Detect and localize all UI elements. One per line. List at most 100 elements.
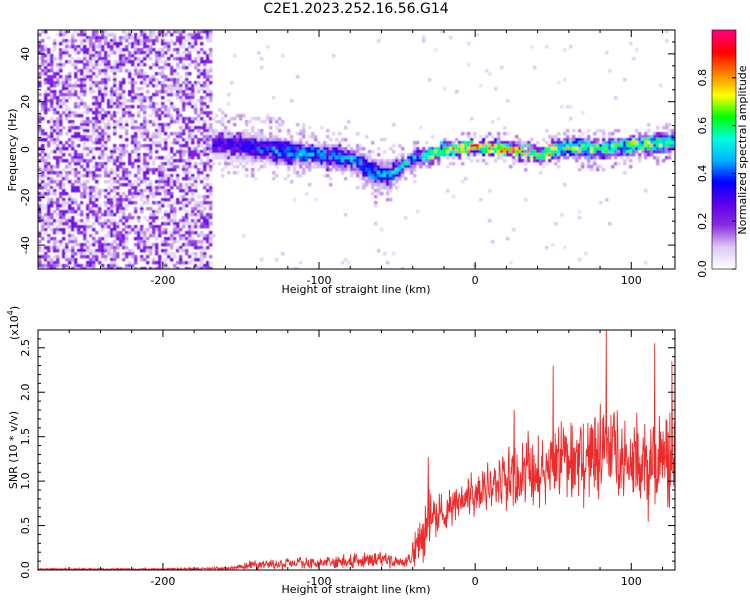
heatmap-cell [83, 237, 87, 241]
heatmap-cell [281, 150, 285, 154]
heatmap-cell [176, 267, 180, 269]
heatmap-cell [44, 153, 48, 157]
heatmap-cell [71, 252, 75, 256]
heatmap-cell [224, 135, 228, 139]
heatmap-cell [209, 261, 213, 265]
heatmap-cell [251, 153, 255, 157]
heatmap-cell [194, 39, 198, 43]
heatmap-cell [152, 39, 156, 43]
heatmap-cell [185, 201, 189, 205]
heatmap-cell [380, 165, 384, 169]
heatmap-cell [371, 165, 375, 169]
colorbar-band [712, 202, 736, 204]
heatmap-cell [200, 216, 204, 220]
heatmap-cell [419, 156, 423, 160]
heatmap-cell [632, 150, 636, 154]
heatmap-cell [92, 243, 96, 247]
heatmap-cell [188, 243, 192, 247]
heatmap-cell [614, 150, 618, 154]
heatmap-cell [278, 156, 282, 160]
colorbar-band [712, 176, 736, 178]
colorbar-band [712, 110, 736, 112]
heatmap-cell [188, 45, 192, 49]
heatmap-cell [161, 216, 165, 220]
heatmap-cell [164, 111, 168, 115]
heatmap-cell [161, 240, 165, 244]
heatmap-cell [167, 78, 171, 82]
heatmap-cell [83, 243, 87, 247]
heatmap-cell [146, 201, 150, 205]
heatmap-cell [113, 69, 117, 73]
heatmap-cell [230, 141, 234, 145]
colorbar-band [712, 61, 736, 63]
heatmap-cell [500, 66, 504, 70]
heatmap-cell [113, 105, 117, 109]
colorbar-band [712, 199, 736, 201]
heatmap-cell [275, 141, 279, 145]
heatmap-cell [665, 39, 669, 43]
heatmap-cell [188, 213, 192, 217]
heatmap-cell [518, 156, 522, 160]
colorbar-band [712, 128, 736, 130]
heatmap-cell [614, 138, 618, 142]
heatmap-cell [77, 138, 81, 142]
colorbar-band [712, 190, 736, 192]
heatmap-cell [134, 36, 138, 40]
heatmap-cell [50, 198, 54, 202]
heatmap-cell [350, 174, 354, 178]
heatmap-cell [89, 252, 93, 256]
heatmap-cell [56, 105, 60, 109]
heatmap-cell [56, 117, 60, 121]
heatmap-cell [182, 99, 186, 103]
colorbar-band [712, 131, 736, 133]
heatmap-cell [38, 198, 42, 202]
heatmap-cell [41, 204, 45, 208]
heatmap-cell [551, 153, 555, 157]
heatmap-cell [260, 159, 264, 163]
heatmap-cell [257, 117, 261, 121]
heatmap-cell [419, 126, 423, 130]
heatmap-cell [86, 153, 90, 157]
heatmap-cell [578, 144, 582, 148]
heatmap-cell [179, 39, 183, 43]
heatmap-cell [110, 183, 114, 187]
heatmap-cell [113, 171, 117, 175]
heatmap-cell [380, 180, 384, 184]
heatmap-cell [38, 249, 42, 253]
heatmap-cell [191, 183, 195, 187]
heatmap-cell [197, 225, 201, 229]
heatmap-cell [551, 156, 555, 160]
heatmap-cell [191, 138, 195, 142]
colorbar-band [712, 136, 736, 138]
heatmap-cell [476, 159, 480, 163]
heatmap-cell [392, 162, 396, 166]
heatmap-cell [152, 93, 156, 97]
heatmap-cell [119, 69, 123, 73]
heatmap-cell [188, 138, 192, 142]
heatmap-cell [299, 156, 303, 160]
heatmap-cell [563, 132, 567, 136]
heatmap-cell [38, 114, 42, 118]
heatmap-cell [80, 219, 84, 223]
heatmap-cell [335, 159, 339, 163]
heatmap-cell [143, 132, 147, 136]
heatmap-cell [41, 102, 45, 106]
heatmap-cell [272, 159, 276, 163]
heatmap-cell [101, 237, 105, 241]
heatmap-cell [131, 162, 135, 166]
heatmap-cell [170, 72, 174, 76]
heatmap-cell [74, 111, 78, 115]
heatmap-cell [287, 156, 291, 160]
heatmap-cell [554, 150, 558, 154]
heatmap-cell [137, 63, 141, 67]
heatmap-cell [512, 156, 516, 160]
heatmap-cell [146, 36, 150, 40]
colorbar-band [712, 67, 736, 69]
heatmap-cell [194, 219, 198, 223]
colorbar-tick-label: 0.2 [696, 212, 709, 230]
colorbar-band [712, 79, 736, 81]
heatmap-cell [95, 60, 99, 64]
heatmap-cell [209, 147, 213, 151]
heatmap-cell [80, 87, 84, 91]
heatmap-cell [197, 54, 201, 58]
